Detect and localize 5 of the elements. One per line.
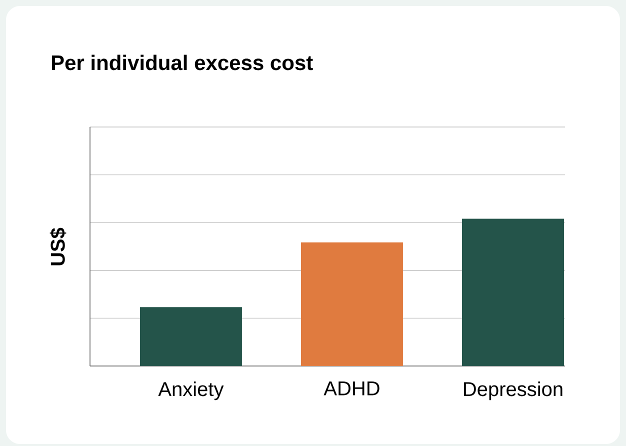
chart-title: Per individual excess cost [52,54,313,70]
x-tick-label: Depression [464,382,562,400]
x-tick-label: ADHD [324,382,380,396]
y-axis-title: US$ [50,228,66,266]
x-tick-label: Anxiety [158,382,224,400]
